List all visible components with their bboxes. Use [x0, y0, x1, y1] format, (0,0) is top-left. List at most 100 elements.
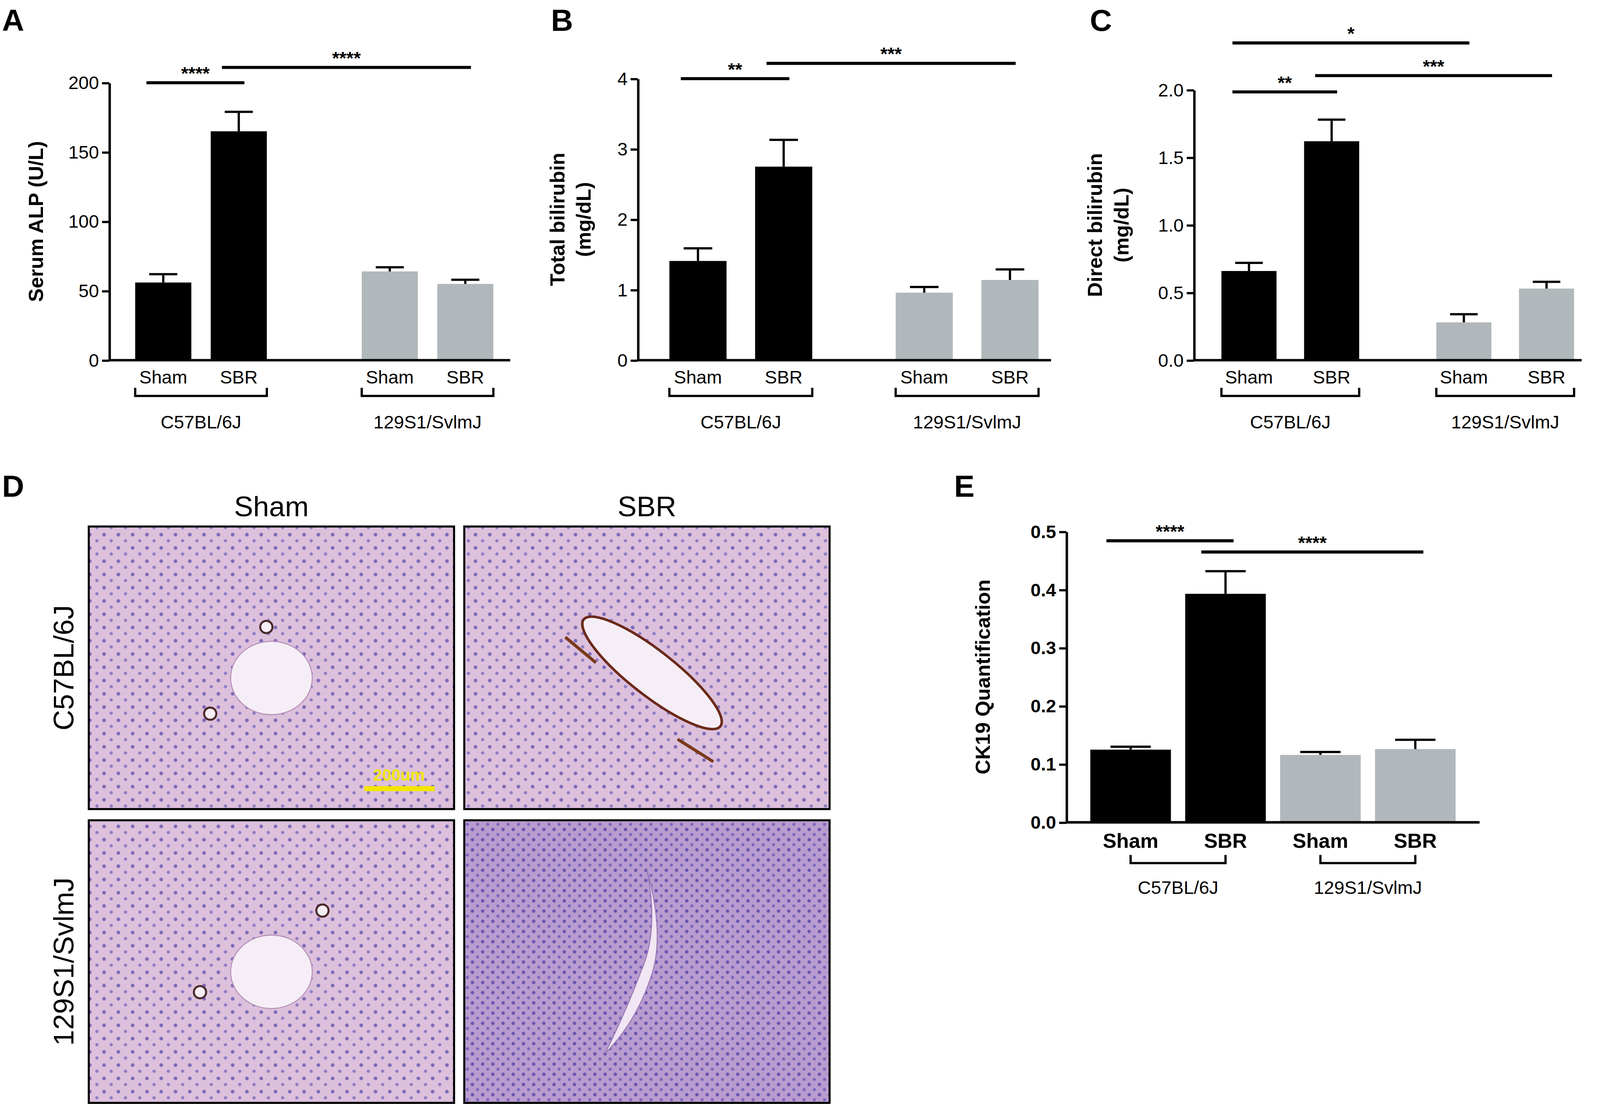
bile-duct — [565, 637, 714, 763]
x-axis-line — [637, 358, 1052, 362]
y-tick: 1.0 — [1158, 214, 1194, 236]
y-axis: 01234 — [617, 68, 639, 371]
y-tick-mark — [630, 359, 638, 363]
category-label: SBR — [1393, 829, 1437, 853]
error-bar-cap — [1450, 313, 1478, 316]
error-bar-stem — [237, 111, 240, 132]
y-tick-label: 2 — [617, 208, 628, 230]
group-label: C57BL/6J — [160, 411, 242, 433]
category-label: Sham — [365, 366, 414, 388]
y-axis-line — [1065, 532, 1068, 824]
group-bracket — [1436, 387, 1575, 397]
category-label: Sham — [1439, 366, 1488, 388]
y-tick: 0 — [617, 350, 638, 371]
bar — [210, 131, 267, 361]
y-tick-label: 4 — [617, 68, 628, 90]
y-tick-label: 50 — [78, 280, 99, 302]
y-tick: 0.5 — [1030, 521, 1067, 543]
bar — [1519, 288, 1575, 361]
error-bar-cap — [1317, 118, 1346, 121]
y-tick: 0.5 — [1158, 282, 1194, 304]
y-tick-mark — [1186, 359, 1194, 363]
category-label: SBR — [1312, 366, 1351, 388]
y-tick: 0.3 — [1030, 637, 1067, 659]
x-axis-line — [109, 358, 511, 362]
error-bar-cap — [909, 285, 939, 289]
panel-letter: C — [1089, 3, 1113, 38]
y-tick-mark — [101, 82, 109, 85]
category-label: Sham — [673, 366, 722, 388]
panel-C: C0.00.51.01.52.0ShamSBRShamSBRC57BL/6J12… — [1083, 3, 1582, 433]
category-label: SBR — [1527, 366, 1566, 388]
error-bar — [683, 248, 713, 261]
y-tick-label: 0.4 — [1030, 579, 1056, 601]
error-bar — [995, 269, 1025, 281]
y-tick-label: 2.0 — [1158, 79, 1184, 101]
y-tick-mark — [101, 359, 109, 363]
group-label: 129S1/SvlmJ — [912, 411, 1022, 433]
plot-area — [1221, 119, 1575, 361]
error-bar-cap — [995, 268, 1025, 271]
bar — [669, 260, 727, 361]
image-background — [88, 820, 454, 1104]
y-axis-title: Direct bilirubin — [1083, 153, 1107, 298]
bar — [1436, 322, 1492, 361]
y-axis: 050100150200 — [68, 72, 110, 371]
y-tick-label: 0.1 — [1030, 753, 1056, 775]
error-bar-stem — [696, 248, 700, 261]
column-label: SBR — [617, 490, 677, 523]
y-tick-mark — [1059, 705, 1067, 708]
y-tick: 2.0 — [1158, 79, 1194, 101]
bar — [755, 166, 813, 361]
error-bar — [375, 267, 404, 272]
y-tick: 200 — [68, 72, 110, 93]
y-tick: 0.4 — [1030, 579, 1067, 601]
error-bar-cap — [1300, 751, 1341, 754]
y-tick-mark — [1059, 589, 1067, 592]
row-label: C57BL/6J — [47, 605, 80, 731]
error-bar-stem — [1248, 262, 1251, 272]
y-axis-title: CK19 Quantification — [971, 579, 995, 775]
histology-image — [464, 526, 830, 810]
y-tick-label: 0 — [88, 350, 99, 371]
bile-duct — [260, 621, 273, 634]
y-tick: 0.0 — [1030, 812, 1067, 833]
significance-label: **** — [1298, 532, 1327, 554]
y-tick-label: 150 — [68, 141, 99, 163]
bar — [1375, 749, 1456, 823]
y-tick-mark — [1186, 292, 1194, 295]
y-tick-label: 0.0 — [1030, 812, 1056, 833]
category-label: Sham — [139, 366, 188, 388]
bile-duct — [203, 707, 217, 720]
error-bar-cap — [451, 278, 480, 281]
y-tick-label: 0 — [617, 350, 628, 371]
group-label: C57BL/6J — [700, 411, 781, 433]
y-tick: 0 — [88, 350, 109, 371]
y-tick: 3 — [617, 138, 638, 160]
y-tick-mark — [101, 221, 109, 224]
error-bar-stem — [162, 274, 165, 283]
y-tick-label: 0.5 — [1158, 282, 1184, 304]
image-background — [464, 820, 830, 1104]
y-tick-mark — [101, 151, 109, 154]
bar — [981, 280, 1039, 361]
y-axis-title: Serum ALP (U/L) — [24, 141, 48, 302]
y-tick-label: 0.3 — [1030, 637, 1056, 659]
bile-duct — [316, 904, 329, 917]
group-bracket-line — [1221, 387, 1360, 397]
error-bar — [909, 287, 939, 293]
x-axis-line — [1066, 821, 1480, 824]
error-bar — [224, 111, 253, 132]
error-bar — [149, 274, 178, 283]
bar — [361, 271, 418, 361]
category-label: Sham — [1102, 829, 1159, 853]
y-tick-label: 0.2 — [1030, 695, 1056, 717]
bar — [1221, 271, 1277, 361]
bar — [1090, 750, 1171, 823]
panel-letter: A — [1, 3, 25, 38]
group-label: C57BL/6J — [1250, 411, 1331, 433]
y-tick: 4 — [617, 68, 638, 90]
y-tick-mark — [1186, 157, 1194, 160]
panel-letter: B — [551, 3, 574, 38]
vessel — [569, 601, 735, 745]
